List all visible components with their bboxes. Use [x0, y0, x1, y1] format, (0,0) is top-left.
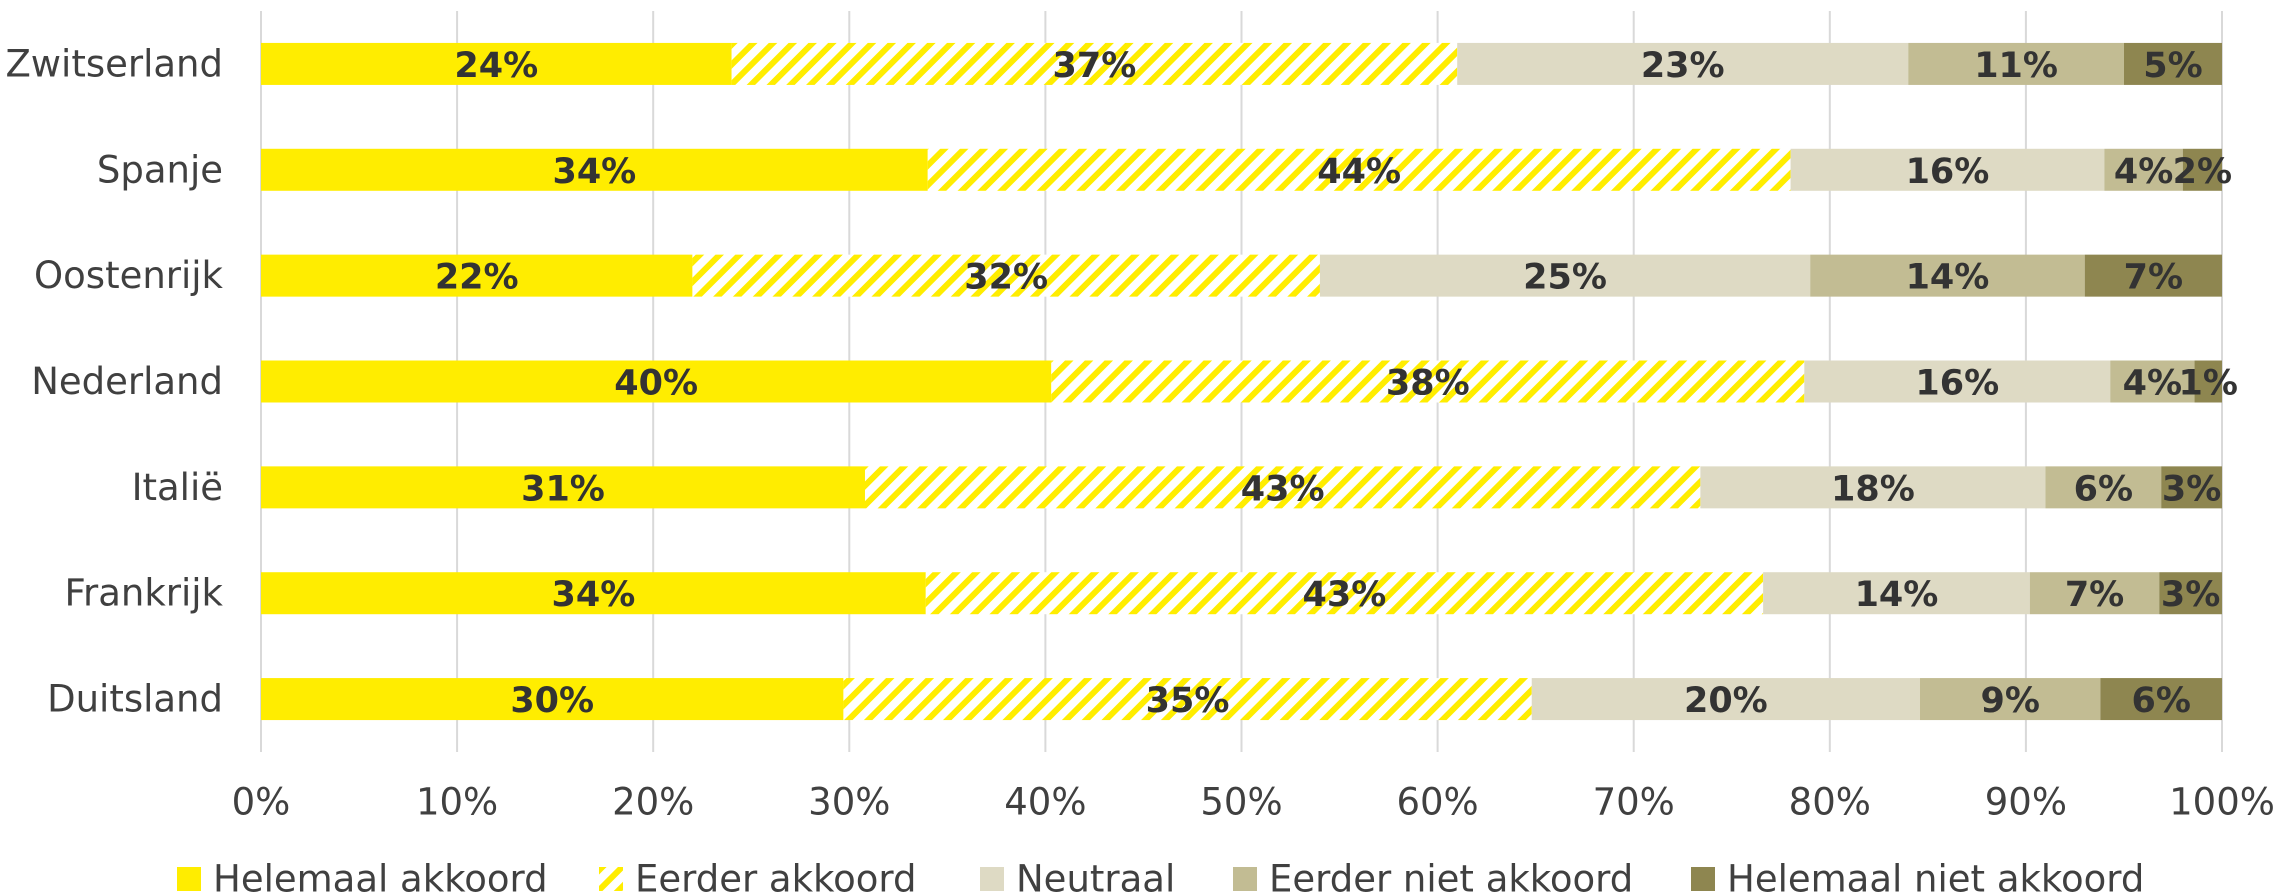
bar-segment: [2194, 360, 2222, 403]
data-label: 4%: [2114, 152, 2173, 192]
data-label: 35%: [1146, 681, 1230, 721]
data-label: 37%: [1053, 46, 1137, 86]
bar-segment: [1810, 254, 2085, 297]
legend-swatch: [1691, 867, 1715, 891]
data-label: 30%: [510, 681, 594, 721]
legend-swatch: [1233, 867, 1257, 891]
data-label: 16%: [1906, 152, 1990, 192]
y-tick-label: Oostenrijk: [34, 254, 224, 297]
bar-segment: [1051, 360, 1805, 403]
x-tick-label: 60%: [1396, 781, 1478, 824]
bar-segment: [2123, 42, 2222, 85]
legend-swatch: [980, 867, 1004, 891]
x-tick-label: 90%: [1985, 781, 2067, 824]
x-tick-label: 0%: [232, 781, 291, 824]
data-label: 3%: [2161, 575, 2220, 615]
data-label: 34%: [552, 152, 636, 192]
data-label: 24%: [454, 46, 538, 86]
legend-label: Eerder niet akkoord: [1269, 858, 1633, 896]
data-label: 32%: [964, 258, 1048, 298]
bar-segment: [2110, 360, 2195, 403]
legend-swatch: [599, 867, 623, 891]
x-tick-label: 80%: [1789, 781, 1871, 824]
legend-label: Helemaal akkoord: [213, 858, 548, 896]
y-tick-label: Italië: [132, 466, 223, 509]
data-label: 6%: [2074, 469, 2133, 509]
data-label: 34%: [551, 575, 635, 615]
bar-segment: [1790, 148, 2105, 191]
bar-segment: [261, 148, 928, 191]
bar-segment: [1319, 254, 1811, 297]
data-label: 4%: [2123, 364, 2182, 404]
legend-label: Neutraal: [1016, 858, 1175, 896]
x-tick-label: 10%: [416, 781, 498, 824]
y-tick-label: Spanje: [97, 148, 223, 191]
bar-segment: [1457, 42, 1909, 85]
bar-segment: [261, 42, 732, 85]
legend-swatch: [177, 867, 201, 891]
bar-segment: [843, 678, 1532, 721]
bar-segment: [261, 254, 693, 297]
data-label: 22%: [435, 258, 519, 298]
y-tick-label: Frankrijk: [64, 572, 223, 615]
data-label: 23%: [1641, 46, 1725, 86]
legend-label: Helemaal niet akkoord: [1727, 858, 2144, 896]
bar-segment: [2045, 466, 2162, 509]
x-tick-label: 30%: [808, 781, 890, 824]
data-label: 43%: [1241, 469, 1325, 509]
data-label: 3%: [2162, 469, 2221, 509]
bar-segment: [1531, 678, 1921, 721]
data-label: 44%: [1317, 152, 1401, 192]
bar-segment: [261, 360, 1052, 403]
bar-segment: [2029, 572, 2160, 615]
bar-segment: [2084, 254, 2222, 297]
x-tick-label: 70%: [1593, 781, 1675, 824]
bar-segment: [2182, 148, 2222, 191]
bar-segment: [927, 148, 1791, 191]
data-label: 1%: [2179, 364, 2238, 404]
data-label: 14%: [1855, 575, 1939, 615]
data-label: 43%: [1303, 575, 1387, 615]
bar-segment: [2161, 466, 2222, 509]
bar-segment: [731, 42, 1458, 85]
data-label: 9%: [1981, 681, 2040, 721]
bar-segment: [925, 572, 1764, 615]
bar-segment: [2104, 148, 2183, 191]
bar-segment: [1908, 42, 2124, 85]
bar-segment: [1920, 678, 2101, 721]
x-tick-label: 40%: [1004, 781, 1086, 824]
bar-segment: [261, 572, 926, 615]
data-label: 11%: [1974, 46, 2058, 86]
bar-segment: [692, 254, 1320, 297]
bar-segment: [2100, 678, 2222, 721]
data-label: 16%: [1915, 364, 1999, 404]
data-label: 2%: [2173, 152, 2232, 192]
data-label: 7%: [2065, 575, 2124, 615]
data-label: 18%: [1831, 469, 1915, 509]
data-label: 7%: [2124, 258, 2183, 298]
data-label: 25%: [1523, 258, 1607, 298]
bar-segment: [1804, 360, 2111, 403]
data-label: 5%: [2143, 46, 2202, 86]
bar-segment: [1763, 572, 2030, 615]
data-label: 14%: [1906, 258, 1990, 298]
bar-segment: [261, 678, 844, 721]
bar-segment: [1700, 466, 2046, 509]
bar-segment: [261, 466, 865, 509]
data-label: 38%: [1386, 364, 1470, 404]
y-tick-label: Duitsland: [47, 678, 223, 721]
x-tick-label: 100%: [2169, 781, 2275, 824]
y-tick-label: Zwitserland: [5, 42, 223, 85]
legend-label: Eerder akkoord: [635, 858, 916, 896]
data-label: 6%: [2131, 681, 2190, 721]
data-label: 31%: [521, 469, 605, 509]
bar-segment: [2159, 572, 2222, 615]
data-label: 40%: [614, 364, 698, 404]
x-tick-label: 20%: [612, 781, 694, 824]
data-label: 20%: [1684, 681, 1768, 721]
y-tick-label: Nederland: [31, 360, 223, 403]
x-tick-label: 50%: [1200, 781, 1282, 824]
bar-segment: [864, 466, 1701, 509]
